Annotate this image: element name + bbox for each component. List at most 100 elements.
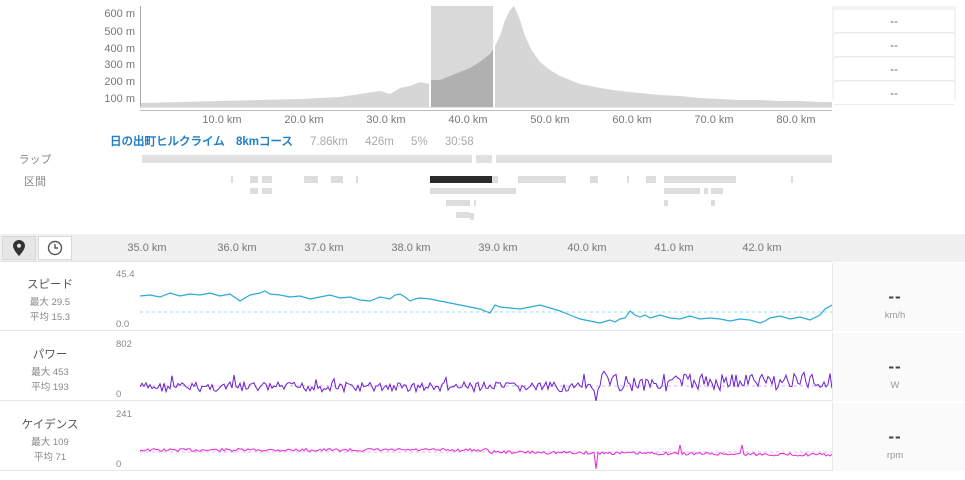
side-value: --	[834, 82, 954, 105]
metric-side	[832, 263, 965, 331]
metric-name: パワー	[32, 349, 68, 361]
segment-bar[interactable]	[627, 176, 629, 183]
segment-bar[interactable]	[304, 176, 318, 183]
clock-icon	[47, 240, 63, 256]
lap-bar[interactable]	[496, 155, 832, 163]
side-value: --	[834, 10, 954, 33]
elev-xlabel: 60.0 km	[612, 114, 652, 126]
lap-label: ラップ	[18, 154, 52, 166]
detail-xlabel: 35.0 km	[127, 242, 167, 254]
metric-max: 最大 453	[31, 367, 69, 378]
elev-xlabel: 70.0 km	[694, 114, 734, 126]
metric-side	[832, 333, 965, 401]
metric-ymax: 241	[116, 409, 132, 420]
metric-avg: 平均 71	[33, 452, 67, 463]
elev-xlabel: 40.0 km	[448, 114, 488, 126]
detail-xlabel: 36.0 km	[217, 242, 257, 254]
segment-bars	[0, 176, 832, 221]
detail-x-labels: 35.0 km 36.0 km 37.0 km 38.0 km 39.0 km …	[0, 234, 832, 262]
segment-label: 区間	[24, 176, 46, 188]
map-pin-button[interactable]	[2, 236, 36, 260]
course-time: 30:58	[444, 136, 474, 148]
metric-name: スピード	[27, 279, 73, 291]
segment-bar[interactable]	[356, 176, 358, 183]
detail-toolbar: 35.0 km 36.0 km 37.0 km 38.0 km 39.0 km …	[0, 234, 965, 262]
segment-bar[interactable]	[791, 176, 793, 183]
metric-max: 最大 29.5	[29, 297, 71, 308]
segment-bar[interactable]	[331, 176, 343, 183]
segment-bar[interactable]	[250, 176, 258, 183]
segment-bar[interactable]	[704, 188, 708, 194]
elev-ylabel: 300 m	[104, 59, 135, 71]
elev-xlabel: 30.0 km	[366, 114, 406, 126]
course-info[interactable]: 日の出町ヒルクライム 8kmコース 7.86km 426m 5% 30:58	[110, 133, 474, 149]
elev-xlabel: 50.0 km	[530, 114, 570, 126]
cadence-chart[interactable]: ケイデンス 最大 109 平均 71 241 0 -- rpm	[0, 403, 965, 471]
side-value: --	[834, 34, 954, 57]
speed-trace	[140, 290, 832, 324]
time-axis-button[interactable]	[38, 236, 72, 260]
segment-bar[interactable]	[590, 176, 598, 183]
detail-xlabel: 41.0 km	[654, 242, 694, 254]
course-elevation: 426m	[365, 136, 394, 148]
detail-xlabel: 40.0 km	[567, 242, 607, 254]
cadence-trace	[140, 444, 832, 470]
metric-unit: rpm	[886, 450, 904, 461]
side-value: --	[834, 58, 954, 81]
lap-bar-track	[142, 155, 832, 163]
metric-unit: W	[890, 380, 900, 391]
segment-bar[interactable]	[646, 176, 656, 183]
elev-xlabel: 80.0 km	[776, 114, 816, 126]
metric-value: --	[888, 357, 902, 376]
segment-bar-selected[interactable]	[430, 176, 492, 183]
segment-bar[interactable]	[456, 212, 470, 218]
metric-name: ケイデンス	[21, 419, 79, 431]
segment-bar[interactable]	[664, 176, 736, 183]
metric-ymin: 0	[116, 459, 122, 470]
elevation-y-axis: 600 m 500 m 400 m 300 m 200 m 100 m	[80, 8, 135, 108]
detail-xlabel: 37.0 km	[304, 242, 344, 254]
lap-bar[interactable]	[142, 155, 472, 163]
elevation-x-labels: 10.0 km 20.0 km 30.0 km 40.0 km 50.0 km …	[0, 114, 965, 130]
course-name[interactable]: 日の出町ヒルクライム	[110, 136, 225, 148]
segment-bar[interactable]	[250, 188, 258, 194]
course-grade: 5%	[411, 136, 428, 148]
power-trace	[140, 370, 832, 401]
metric-value: --	[888, 427, 902, 446]
elev-ylabel: 100 m	[104, 93, 135, 105]
toolbar-side	[832, 234, 965, 262]
segment-bar[interactable]	[664, 188, 700, 194]
segment-bar[interactable]	[430, 188, 516, 194]
course-distance: 7.86km	[310, 136, 348, 148]
segment-bar[interactable]	[711, 200, 715, 206]
segment-bar[interactable]	[262, 188, 272, 194]
lap-bar[interactable]	[476, 155, 492, 163]
metric-side	[832, 403, 965, 471]
elev-ylabel: 600 m	[104, 8, 135, 20]
segment-bar[interactable]	[492, 176, 498, 183]
speed-chart[interactable]: スピード 最大 29.5 平均 15.3 45.4 0.0 -- km/h	[0, 263, 965, 331]
segment-bar[interactable]	[664, 200, 668, 206]
metric-ymin: 0	[116, 389, 122, 400]
segment-bar[interactable]	[231, 176, 233, 183]
segment-bar[interactable]	[470, 213, 474, 220]
elev-ylabel: 400 m	[104, 43, 135, 55]
segment-bar[interactable]	[711, 188, 723, 194]
metric-max: 最大 109	[31, 437, 69, 448]
map-pin-icon	[13, 240, 25, 256]
detail-xlabel: 42.0 km	[742, 242, 782, 254]
metric-avg: 平均 193	[31, 382, 69, 393]
segment-bar[interactable]	[262, 176, 272, 183]
power-chart[interactable]: パワー 最大 453 平均 193 802 0 -- W	[0, 333, 965, 401]
metric-ymin: 0.0	[116, 319, 130, 330]
segment-bar[interactable]	[446, 200, 470, 206]
course-distance-label[interactable]: 8kmコース	[235, 136, 293, 148]
metric-avg: 平均 15.3	[29, 312, 71, 323]
detail-xlabel: 39.0 km	[478, 242, 518, 254]
elevation-profile	[140, 6, 832, 108]
segment-bar[interactable]	[518, 176, 566, 183]
elev-ylabel: 500 m	[104, 26, 135, 38]
metric-unit: km/h	[884, 310, 906, 321]
segment-bar[interactable]	[474, 200, 476, 206]
elevation-chart[interactable]: 600 m 500 m 400 m 300 m 200 m 100 m 10.0…	[0, 0, 965, 130]
